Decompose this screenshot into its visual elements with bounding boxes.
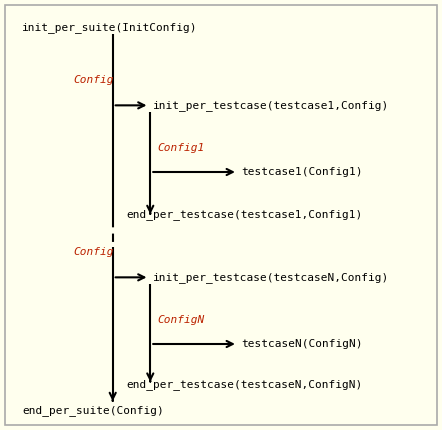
Text: end_per_testcase(testcaseN,ConfigN): end_per_testcase(testcaseN,ConfigN) (126, 379, 362, 390)
Text: init_per_suite(InitConfig): init_per_suite(InitConfig) (22, 22, 198, 34)
Text: testcaseN(ConfigN): testcaseN(ConfigN) (241, 339, 362, 349)
Text: Config1: Config1 (157, 143, 204, 154)
Text: Config: Config (73, 74, 114, 85)
Text: Config: Config (73, 246, 114, 257)
Text: testcase1(Config1): testcase1(Config1) (241, 167, 362, 177)
Text: init_per_testcase(testcaseN,Config): init_per_testcase(testcaseN,Config) (152, 272, 389, 283)
Text: ConfigN: ConfigN (157, 315, 204, 326)
Text: end_per_testcase(testcase1,Config1): end_per_testcase(testcase1,Config1) (126, 209, 362, 221)
Text: init_per_testcase(testcase1,Config): init_per_testcase(testcase1,Config) (152, 100, 389, 111)
Text: end_per_suite(Config): end_per_suite(Config) (22, 405, 164, 416)
FancyBboxPatch shape (5, 5, 437, 425)
